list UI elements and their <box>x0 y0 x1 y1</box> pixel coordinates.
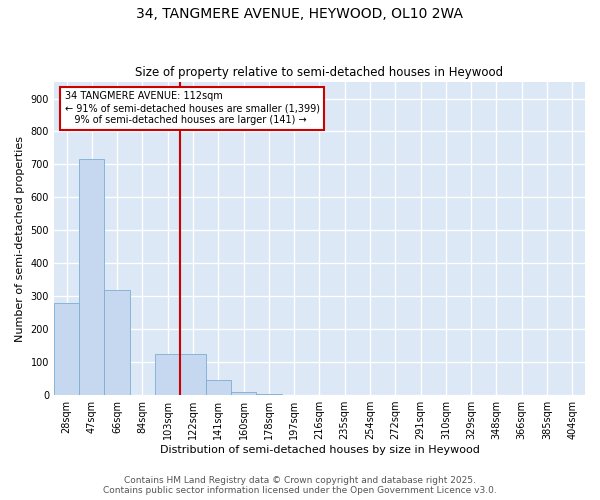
Text: Contains HM Land Registry data © Crown copyright and database right 2025.
Contai: Contains HM Land Registry data © Crown c… <box>103 476 497 495</box>
Bar <box>206 380 231 395</box>
Text: 34 TANGMERE AVENUE: 112sqm
← 91% of semi-detached houses are smaller (1,399)
   : 34 TANGMERE AVENUE: 112sqm ← 91% of semi… <box>65 92 320 124</box>
Bar <box>54 303 79 395</box>
Bar <box>256 394 281 395</box>
Text: 34, TANGMERE AVENUE, HEYWOOD, OL10 2WA: 34, TANGMERE AVENUE, HEYWOOD, OL10 2WA <box>137 8 464 22</box>
Bar <box>104 290 130 395</box>
Title: Size of property relative to semi-detached houses in Heywood: Size of property relative to semi-detach… <box>136 66 503 80</box>
Bar <box>181 354 206 395</box>
Bar <box>79 160 104 395</box>
Bar <box>155 354 181 395</box>
Y-axis label: Number of semi-detached properties: Number of semi-detached properties <box>15 136 25 342</box>
Bar <box>231 392 256 395</box>
X-axis label: Distribution of semi-detached houses by size in Heywood: Distribution of semi-detached houses by … <box>160 445 479 455</box>
